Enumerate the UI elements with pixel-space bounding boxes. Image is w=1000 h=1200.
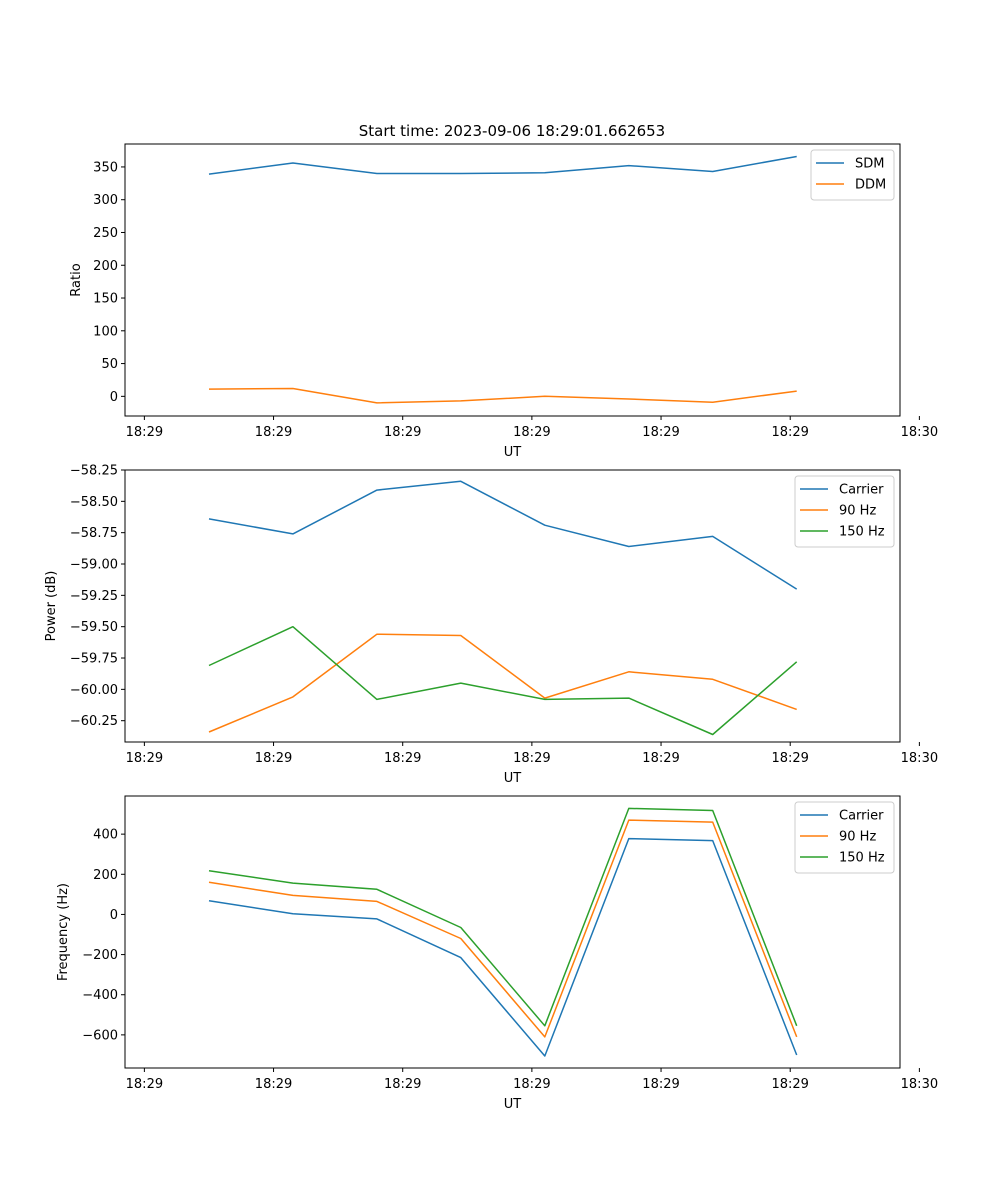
y-tick-label: 350: [93, 160, 118, 175]
y-axis-label: Frequency (Hz): [56, 883, 71, 981]
x-tick-label: 18:29: [642, 425, 679, 440]
y-tick-label: −59.75: [70, 652, 118, 667]
plot-panel-3: 18:29 18:29 18:29 18:29 18:29 18:29 18:30 −600 −…: [56, 795, 938, 1112]
legend-label: Carrier: [839, 809, 884, 824]
series-line-ddm: [208, 387, 797, 404]
legend: SDM DDM: [810, 149, 895, 201]
legend: Carrier 90 Hz 150 Hz: [794, 475, 895, 548]
x-tick-label: 18:29: [513, 425, 550, 440]
x-tick-label: 18:29: [126, 751, 163, 766]
x-tick-label: 18:29: [771, 1077, 808, 1092]
y-tick-label: −59.50: [70, 620, 118, 635]
y-tick-label: −60.25: [70, 714, 118, 729]
series-line-carrier: [208, 837, 798, 1057]
x-tick-label: 18:29: [384, 425, 421, 440]
x-tick-label: 18:30: [901, 751, 938, 766]
y-tick-label: 150: [93, 292, 118, 307]
x-axis-label: UT: [504, 445, 522, 460]
y-tick-label: −59.25: [70, 589, 118, 604]
y-tick-label: −59.00: [70, 558, 118, 573]
x-tick-label: 18:29: [771, 425, 808, 440]
series-line-90-hz: [208, 819, 798, 1038]
y-tick-label: 0: [110, 908, 118, 923]
axes-frame: [124, 143, 901, 417]
y-tick-label: 0: [110, 390, 118, 405]
y-tick-label: −60.00: [70, 683, 118, 698]
x-axis-label: UT: [504, 1097, 522, 1112]
legend: Carrier 90 Hz 150 Hz: [794, 801, 895, 874]
y-axis-label: Power (dB): [44, 571, 59, 642]
x-tick-label: 18:29: [513, 751, 550, 766]
y-tick-label: 200: [93, 259, 118, 274]
y-tick-label: −58.50: [70, 495, 118, 510]
x-tick-label: 18:29: [255, 1077, 292, 1092]
x-tick-label: 18:29: [384, 751, 421, 766]
legend-label: SDM: [855, 157, 884, 172]
y-tick-label: 200: [93, 868, 118, 883]
y-axis-label: Ratio: [69, 263, 84, 296]
plot-panel-2: 18:29 18:29 18:29 18:29 18:29 18:29 18:30 −60.2…: [44, 464, 938, 787]
plot-panel-1: 18:29 18:29 18:29 18:29 18:29 18:29 18:30 0 50 10…: [69, 143, 938, 460]
x-tick-label: 18:30: [901, 425, 938, 440]
x-tick-label: 18:29: [771, 751, 808, 766]
y-tick-label: 100: [93, 324, 118, 339]
legend-label: 90 Hz: [839, 830, 876, 845]
series-line-150-hz: [208, 625, 798, 736]
y-tick-label: −400: [82, 988, 118, 1003]
y-tick-label: −200: [82, 948, 118, 963]
series-line-sdm: [208, 155, 797, 175]
series-line-carrier: [208, 480, 798, 590]
x-tick-label: 18:30: [901, 1077, 938, 1092]
legend-label: DDM: [855, 178, 886, 193]
x-tick-label: 18:29: [126, 1077, 163, 1092]
x-tick-label: 18:29: [255, 425, 292, 440]
y-tick-label: −600: [82, 1028, 118, 1043]
legend-label: 150 Hz: [839, 525, 885, 540]
y-tick-label: −58.75: [70, 526, 118, 541]
legend-box: [794, 475, 895, 548]
y-tick-label: 250: [93, 226, 118, 241]
series-line-150-hz: [208, 807, 798, 1027]
legend-label: 150 Hz: [839, 851, 885, 866]
legend-box: [794, 801, 895, 874]
y-tick-label: 400: [93, 828, 118, 843]
y-tick-label: 300: [93, 193, 118, 208]
y-tick-label: −58.25: [70, 464, 118, 479]
legend-label: Carrier: [839, 483, 884, 498]
y-tick-label: 50: [101, 357, 118, 372]
legend-label: 90 Hz: [839, 504, 876, 519]
x-tick-label: 18:29: [513, 1077, 550, 1092]
x-tick-label: 18:29: [255, 751, 292, 766]
axes-frame: [124, 795, 901, 1069]
x-tick-label: 18:29: [384, 1077, 421, 1092]
chart-title: Start time: 2023-09-06 18:29:01.662653: [359, 122, 665, 140]
x-tick-label: 18:29: [642, 1077, 679, 1092]
x-tick-label: 18:29: [642, 751, 679, 766]
axes-frame: [124, 469, 901, 743]
x-tick-label: 18:29: [126, 425, 163, 440]
series-line-90-hz: [208, 633, 797, 733]
x-axis-label: UT: [504, 771, 522, 786]
